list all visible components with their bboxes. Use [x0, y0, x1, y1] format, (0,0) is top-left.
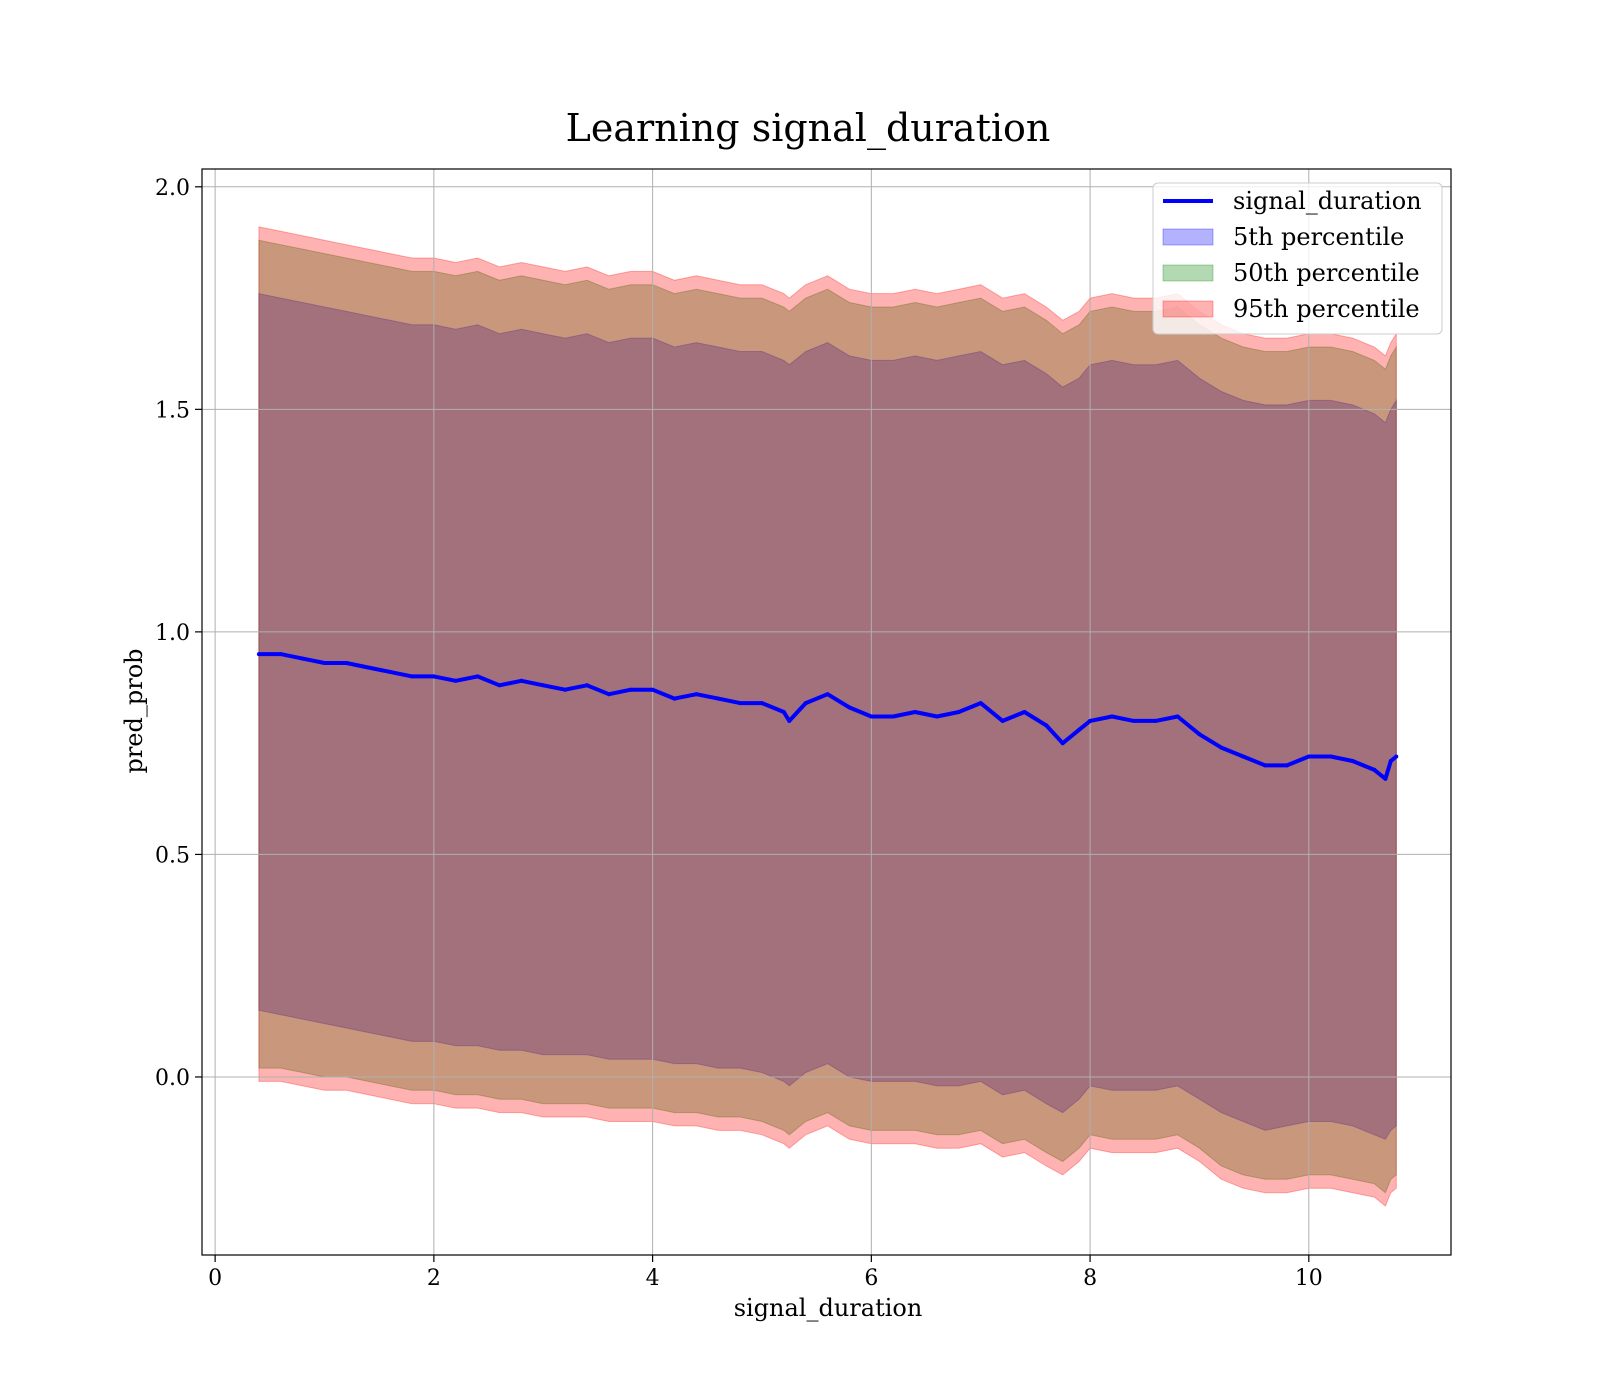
series-point [935, 714, 939, 719]
series-point [956, 710, 961, 714]
series-point [825, 692, 830, 697]
series-point [563, 687, 568, 692]
legend-label: 5th percentile [1233, 223, 1404, 251]
legend-label: 95th percentile [1233, 295, 1420, 323]
series-point [497, 683, 502, 688]
series-point [1328, 754, 1333, 759]
legend-frame [1152, 182, 1443, 335]
series-point [913, 710, 918, 714]
line-layer [256, 652, 1399, 781]
legend-swatch [1162, 300, 1214, 318]
band-95th [258, 226, 1397, 1207]
series-point [1284, 763, 1289, 768]
series-point [650, 687, 655, 692]
series-point [891, 714, 896, 719]
series-point [1088, 718, 1093, 723]
y-tick-label: 2.0 [155, 176, 190, 201]
bands-layer [258, 226, 1397, 1207]
series-point [760, 701, 764, 706]
chart-title: Learning signal_duration [566, 106, 1051, 151]
x-tick-label: 2 [427, 1266, 441, 1291]
plot-area [202, 169, 1451, 1255]
series-point [847, 705, 852, 710]
series-point [519, 678, 524, 683]
series-point [585, 683, 589, 688]
legend-label: signal_duration [1233, 187, 1422, 215]
y-axis-ticks: 0.0 0.5 1.0 1.5 2.0 [155, 176, 202, 1091]
y-tick-label: 0.0 [155, 1066, 190, 1091]
series-point [278, 652, 283, 657]
series-point [256, 652, 261, 657]
series-point [672, 696, 677, 701]
series-point [1219, 745, 1224, 750]
x-tick-label: 8 [1083, 1266, 1097, 1291]
x-axis-ticks: 0 2 4 6 8 10 [208, 1255, 1323, 1291]
series-point [1372, 767, 1377, 772]
x-tick-label: 4 [646, 1266, 660, 1291]
series-point [1175, 714, 1180, 719]
x-axis-label: signal_duration [734, 1294, 923, 1322]
x-tick-label: 0 [208, 1266, 222, 1291]
series-point [1131, 718, 1136, 723]
legend-swatch [1162, 264, 1214, 282]
plot-frame [201, 168, 1452, 1256]
y-tick-label: 0.5 [155, 843, 190, 868]
series-point [1022, 710, 1027, 714]
legend-swatch [1162, 228, 1214, 246]
series-point [1263, 763, 1268, 768]
y-axis-label: pred_prob [120, 648, 148, 773]
legend-entries: signal_duration 5th percentile 50th percen… [1162, 187, 1422, 323]
series-point [388, 669, 393, 674]
series-point [606, 692, 611, 697]
y-tick-label: 1.0 [155, 621, 190, 646]
x-tick-label: 6 [864, 1266, 878, 1291]
series-point [716, 696, 721, 701]
series-point [1060, 741, 1065, 746]
series-point [300, 656, 305, 661]
series-point [322, 661, 327, 665]
series-point [1077, 727, 1082, 732]
series-point [1388, 759, 1393, 763]
y-tick-label: 1.5 [155, 398, 190, 423]
legend: signal_duration 5th percentile 50th percen… [1152, 182, 1443, 335]
series-point [694, 692, 699, 697]
series-point [781, 710, 786, 714]
series-point [366, 665, 371, 670]
series-point [1383, 776, 1388, 781]
series-point [431, 674, 436, 679]
series-point [475, 674, 480, 679]
series-point [1044, 723, 1049, 728]
series-point [803, 701, 808, 706]
series-point [1110, 714, 1114, 719]
series-point [1350, 759, 1355, 763]
x-tick-label: 10 [1295, 1266, 1323, 1291]
series-point [453, 678, 458, 683]
series-point [1241, 754, 1246, 759]
series-point [1153, 718, 1158, 723]
legend-label: 50th percentile [1233, 259, 1420, 287]
series-point [410, 674, 414, 679]
series-point [344, 661, 349, 665]
series-point [1394, 754, 1399, 759]
series-point [869, 714, 874, 719]
series-point [1000, 718, 1005, 723]
series-point [1197, 732, 1202, 737]
series-point [1306, 754, 1311, 759]
series-point [628, 687, 633, 692]
series-point [978, 701, 983, 706]
series-point [738, 701, 743, 706]
series-point [787, 718, 792, 723]
series-point [541, 683, 546, 688]
